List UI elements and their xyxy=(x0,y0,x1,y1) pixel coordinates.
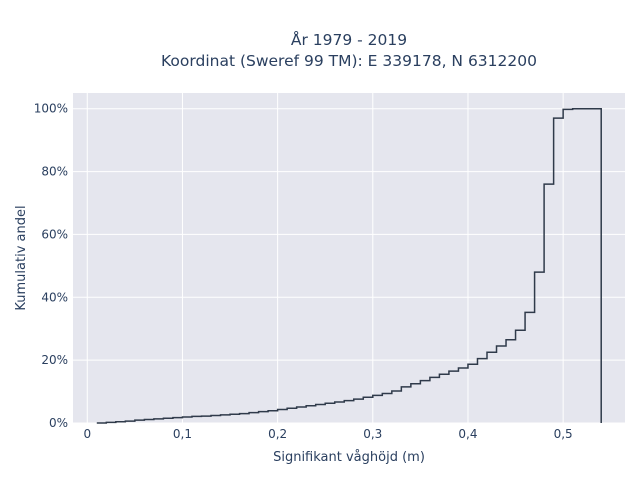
y-tick-label: 60% xyxy=(41,227,68,241)
x-axis-title: Signifikant våghöjd (m) xyxy=(273,450,425,465)
y-tick-label: 80% xyxy=(41,165,68,179)
x-tick-label: 0 xyxy=(83,427,91,441)
chart-title-line-1: År 1979 - 2019 xyxy=(291,30,407,49)
tick-labels: 0 0,1 0,2 0,3 0,4 0,5 0% 20% 40% 60% 80% 100% xyxy=(34,102,573,441)
x-tick-label: 0,1 xyxy=(173,427,192,441)
x-tick-label: 0,2 xyxy=(268,427,287,441)
series-line xyxy=(96,107,602,424)
x-tick-label: 0,3 xyxy=(363,427,382,441)
grid-lines xyxy=(73,93,625,424)
y-axis-title: Kumulativ andel xyxy=(14,205,29,310)
y-tick-label: 100% xyxy=(34,102,68,116)
y-tick-label: 20% xyxy=(41,353,68,367)
plot-area xyxy=(73,93,625,423)
y-tick-label: 40% xyxy=(41,290,68,304)
chart-title-line-2: Koordinat (Sweref 99 TM): E 339178, N 63… xyxy=(161,52,537,70)
x-tick-label: 0,4 xyxy=(458,427,477,441)
x-tick-label: 0,5 xyxy=(554,427,573,441)
y-tick-label: 0% xyxy=(49,416,68,430)
